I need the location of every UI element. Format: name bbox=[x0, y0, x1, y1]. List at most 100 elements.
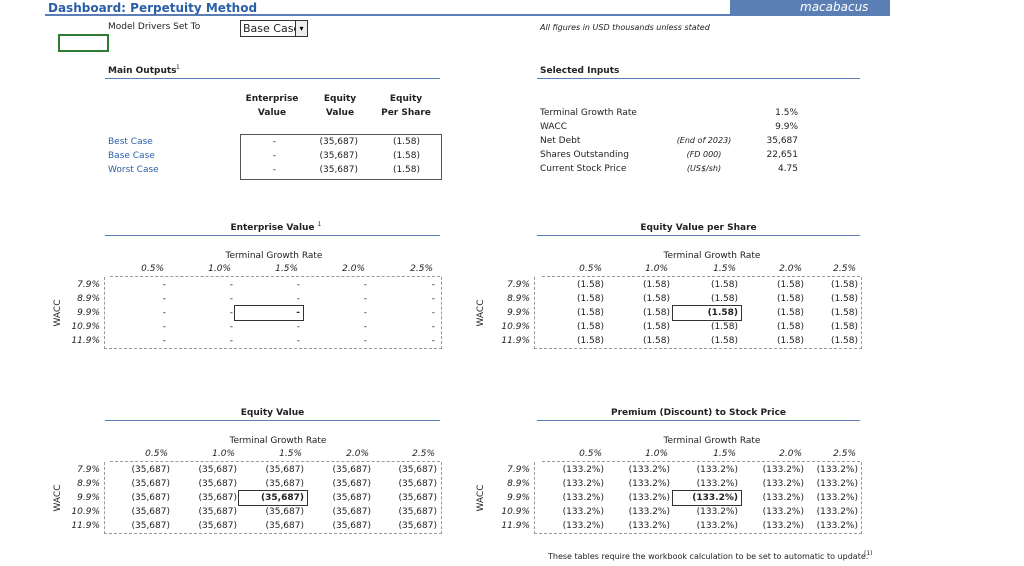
row-label: 8.9% bbox=[507, 479, 530, 489]
header-rule bbox=[110, 461, 440, 462]
row-label: 10.9% bbox=[501, 507, 530, 517]
table-cell: (133.2%) bbox=[696, 479, 738, 489]
table-cell: (1.58) bbox=[576, 336, 604, 346]
header-rule bbox=[110, 276, 440, 277]
table-cell: (1.58) bbox=[830, 280, 858, 290]
table-box bbox=[534, 462, 862, 534]
table-cell: (1.58) bbox=[710, 280, 738, 290]
dropdown-arrow[interactable]: ▾ bbox=[295, 21, 307, 36]
table-cell: - bbox=[296, 280, 300, 290]
col-header: Terminal Growth Rate bbox=[663, 251, 761, 261]
table-cell: - bbox=[363, 294, 367, 304]
highlight-cell: (1.58) bbox=[707, 308, 738, 318]
table-cell: (133.2%) bbox=[628, 521, 670, 531]
table-cell: - bbox=[431, 336, 435, 346]
footer-note: These tables require the workbook calcul… bbox=[548, 552, 869, 561]
table-cell: (133.2%) bbox=[762, 507, 804, 517]
table-cell: - bbox=[229, 308, 233, 318]
table-cell: - bbox=[229, 294, 233, 304]
table-cell: - bbox=[431, 308, 435, 318]
col-label: 1.5% bbox=[275, 264, 298, 274]
col-label: 2.0% bbox=[342, 264, 365, 274]
row-label: 9.9% bbox=[507, 308, 530, 318]
case-label: Base Case bbox=[108, 151, 155, 161]
row-label: 9.9% bbox=[507, 493, 530, 503]
table-cell: (133.2%) bbox=[816, 465, 858, 475]
input-note: (FD 000) bbox=[686, 150, 722, 159]
input-value: 4.75 bbox=[777, 164, 798, 174]
highlight-box bbox=[238, 490, 308, 506]
col-label: 2.0% bbox=[779, 264, 802, 274]
driver-dropdown[interactable]: Base Case ▾ bbox=[240, 20, 308, 37]
table-cell: (1.58) bbox=[710, 322, 738, 332]
column-header: Equity bbox=[323, 94, 357, 104]
table-cell: - bbox=[363, 336, 367, 346]
column-header: Enterprise bbox=[245, 94, 299, 104]
output-value: (1.58) bbox=[392, 151, 420, 161]
col-label: 2.5% bbox=[833, 449, 856, 459]
table-cell: (35,687) bbox=[198, 521, 237, 531]
col-header: Terminal Growth Rate bbox=[663, 436, 761, 446]
table-cell: (1.58) bbox=[776, 322, 804, 332]
table-cell: - bbox=[229, 322, 233, 332]
col-label: 0.5% bbox=[141, 264, 164, 274]
table-cell: (133.2%) bbox=[628, 465, 670, 475]
page-title: Dashboard: Perpetuity Method bbox=[48, 1, 258, 15]
table-cell: (133.2%) bbox=[816, 507, 858, 517]
col-label: 1.0% bbox=[645, 264, 668, 274]
table-cell: (35,687) bbox=[131, 465, 170, 475]
col-label: 1.5% bbox=[279, 449, 302, 459]
table-cell: (1.58) bbox=[576, 322, 604, 332]
table-cell: (1.58) bbox=[642, 294, 670, 304]
highlight-cell: (133.2%) bbox=[692, 493, 738, 503]
highlight-box bbox=[672, 490, 742, 506]
table-cell: (133.2%) bbox=[628, 493, 670, 503]
table-cell: - bbox=[296, 336, 300, 346]
col-label: 1.0% bbox=[212, 449, 235, 459]
col-header: Terminal Growth Rate bbox=[225, 251, 323, 261]
col-header: Terminal Growth Rate bbox=[229, 436, 327, 446]
row-label: 10.9% bbox=[71, 322, 100, 332]
case-label: Best Case bbox=[108, 137, 153, 147]
table-cell: (133.2%) bbox=[696, 507, 738, 517]
table-cell: (35,687) bbox=[398, 479, 437, 489]
title-bar bbox=[45, 0, 890, 16]
table-cell: (35,687) bbox=[265, 465, 304, 475]
col-label: 2.5% bbox=[833, 264, 856, 274]
col-label: 2.0% bbox=[346, 449, 369, 459]
footnote-mark: 1 bbox=[176, 64, 180, 71]
table-cell: - bbox=[229, 280, 233, 290]
output-value: (35,687) bbox=[319, 165, 358, 175]
table-cell: - bbox=[296, 322, 300, 332]
table-cell: (35,687) bbox=[398, 521, 437, 531]
footnote-mark: (1) bbox=[864, 550, 873, 557]
row-label: 9.9% bbox=[77, 308, 100, 318]
table-cell: (133.2%) bbox=[562, 493, 604, 503]
table-cell: (133.2%) bbox=[762, 493, 804, 503]
row-label: 10.9% bbox=[501, 322, 530, 332]
table-cell: (1.58) bbox=[776, 308, 804, 318]
table-cell: - bbox=[431, 322, 435, 332]
section-rule bbox=[105, 420, 440, 421]
col-label: 2.0% bbox=[779, 449, 802, 459]
table-cell: (1.58) bbox=[830, 294, 858, 304]
table-cell: (35,687) bbox=[198, 479, 237, 489]
col-label: 0.5% bbox=[579, 449, 602, 459]
table-title: Enterprise Value bbox=[230, 223, 315, 233]
selected-cell[interactable] bbox=[58, 34, 109, 52]
section-title: Selected Inputs bbox=[540, 66, 620, 76]
table-cell: (1.58) bbox=[642, 280, 670, 290]
table-cell: (1.58) bbox=[642, 308, 670, 318]
input-note: (End of 2023) bbox=[676, 136, 732, 145]
driver-value: Base Case bbox=[243, 22, 295, 35]
table-cell: (1.58) bbox=[576, 294, 604, 304]
row-header: WACC bbox=[476, 484, 486, 512]
output-value: - bbox=[272, 165, 276, 175]
table-cell: (35,687) bbox=[332, 479, 371, 489]
table-cell: - bbox=[162, 280, 166, 290]
column-header: Value bbox=[257, 108, 287, 118]
table-cell: (133.2%) bbox=[816, 479, 858, 489]
section-rule bbox=[105, 235, 440, 236]
table-cell: (1.58) bbox=[710, 336, 738, 346]
